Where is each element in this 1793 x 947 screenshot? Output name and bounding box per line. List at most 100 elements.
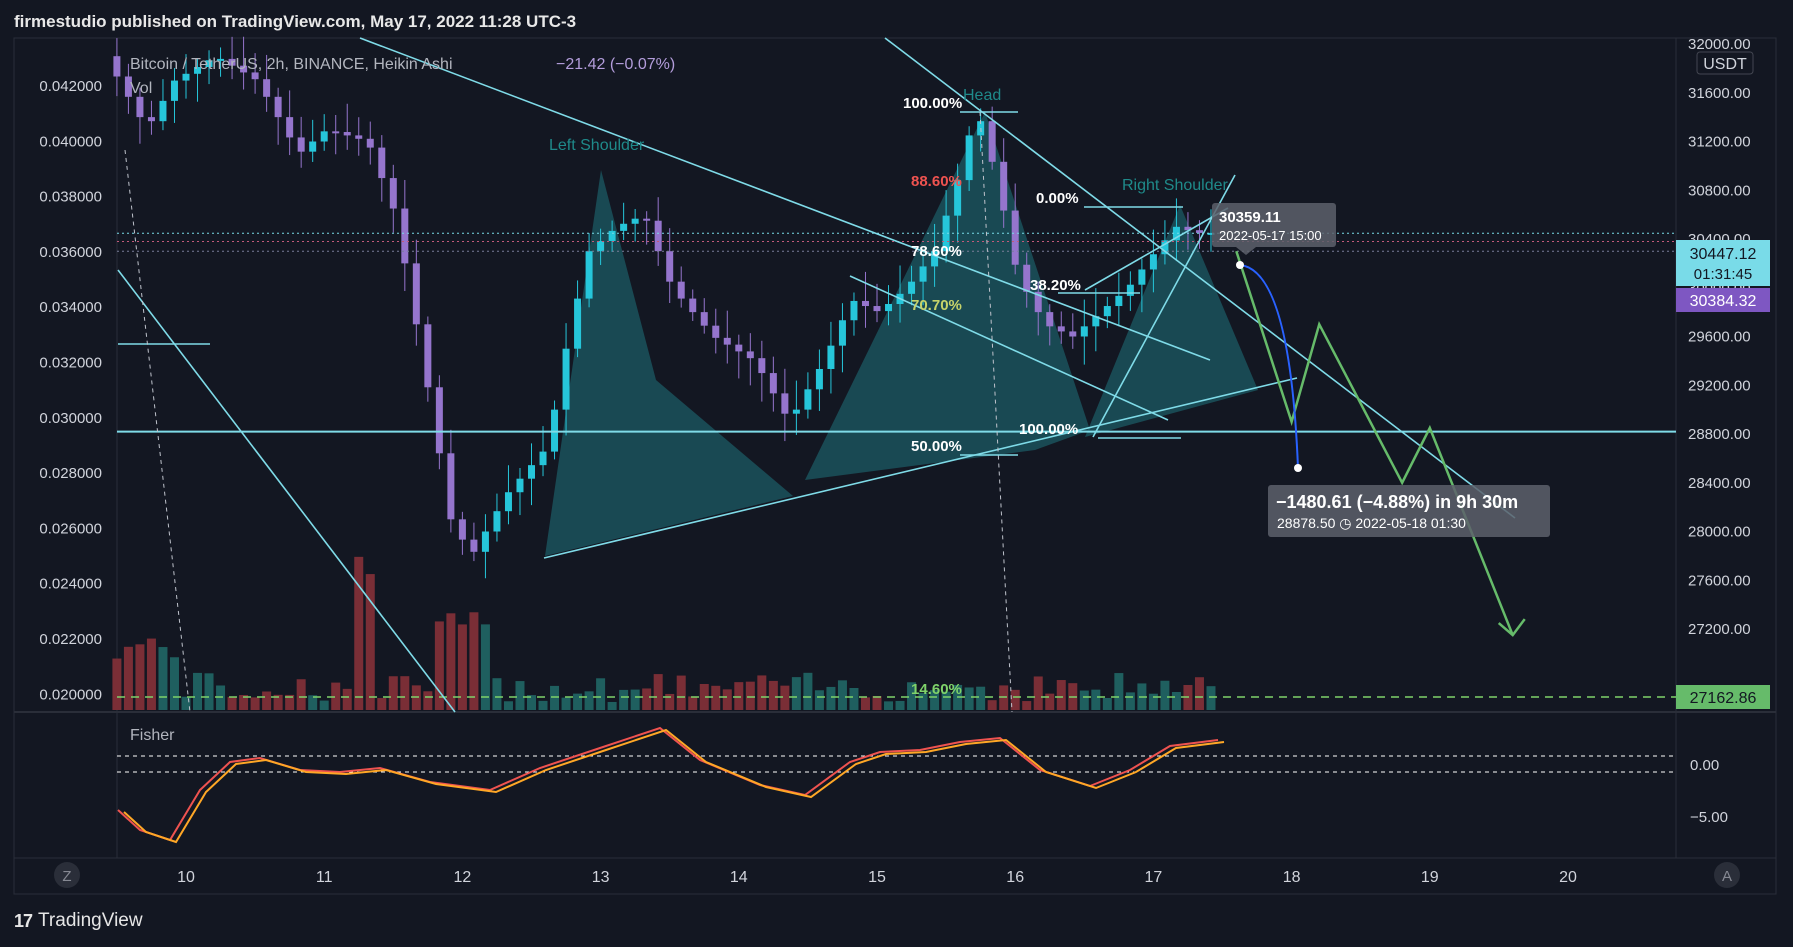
fib-786: 78.60% (911, 243, 962, 260)
volume-bar (527, 695, 536, 710)
volume-bar (469, 612, 479, 710)
legend-vol: Vol (130, 80, 152, 97)
chart-canvas[interactable]: 0.042000 0.040000 0.038000 0.036000 0.034000… (0, 0, 1793, 900)
candle-body (539, 451, 547, 466)
volume-bar (941, 691, 951, 710)
candle-body (1023, 264, 1031, 292)
volume-bar (711, 685, 721, 710)
volume-bar (757, 675, 767, 710)
candle-body (815, 369, 823, 390)
volume-bar (619, 689, 629, 710)
candle-body (1103, 306, 1111, 317)
right-shoulder-area (1085, 205, 1258, 437)
candle-body (343, 132, 351, 136)
candle-body (712, 325, 720, 338)
volume-bar (112, 658, 122, 710)
volume-bar (930, 690, 940, 710)
tooltip-date: 2022-05-17 15:00 (1219, 228, 1322, 243)
candle-body (931, 251, 939, 267)
candle-body (309, 141, 317, 152)
volume-bar (837, 680, 847, 710)
volume-bar (135, 644, 145, 710)
volume-bar (596, 678, 606, 710)
volume-bar (296, 679, 306, 710)
x-tick-12: 12 (454, 869, 472, 886)
volume-bar (676, 675, 686, 710)
volume-bar (745, 681, 755, 710)
volume-bar (1033, 676, 1043, 710)
candle-body (954, 180, 962, 216)
right-tick-11: 27600.00 (1688, 572, 1751, 589)
trend-lines (117, 37, 1676, 713)
auto-scale-button[interactable] (1714, 862, 1740, 888)
chart-labels: 0.042000 0.040000 0.038000 0.036000 0.034000… (39, 36, 1750, 886)
candles (113, 36, 1215, 579)
footer-brand[interactable]: 17 TradingView (14, 910, 143, 932)
prev-price-tag: 30384.32 (1676, 288, 1770, 312)
volume-bar (158, 647, 168, 710)
head-label: Head (963, 87, 1001, 104)
candle-body (516, 478, 524, 493)
candle-body (240, 65, 248, 73)
projection-path (1235, 250, 1514, 636)
candle-body (389, 178, 397, 209)
volume-bar (1022, 701, 1032, 710)
left-shoulder-label: Left Shoulder (549, 137, 645, 154)
candle-body (366, 138, 374, 148)
left-tick-6: 0.030000 (39, 410, 102, 427)
left-tick-8: 0.026000 (39, 520, 102, 537)
x-tick-10: 10 (177, 869, 195, 886)
zoom-reset-label: Z (62, 868, 71, 885)
candle-body (136, 96, 144, 118)
candle-body (458, 519, 466, 540)
volume-bar (146, 638, 156, 710)
candle-body (251, 72, 259, 80)
volume-bar (538, 700, 548, 710)
x-tick-16: 16 (1006, 869, 1024, 886)
volume-bar (457, 624, 467, 710)
bottom-price: 27162.86 (1690, 690, 1757, 707)
volume-bar (377, 698, 387, 710)
volume-bar (653, 674, 663, 710)
volume-bar (860, 697, 870, 710)
candle-body (620, 223, 628, 231)
volume-bar (239, 695, 249, 710)
zoom-reset-button[interactable] (54, 862, 80, 888)
fisher-indicator (117, 726, 1676, 844)
candle-body (574, 298, 582, 349)
left-tick-10: 0.022000 (39, 631, 102, 648)
volume-bar (791, 677, 801, 710)
candle-body (873, 306, 881, 312)
right-tick-3: 30800.00 (1688, 182, 1751, 199)
candle-body (493, 511, 501, 532)
left-tick-4: 0.034000 (39, 299, 102, 316)
candle-body (217, 58, 225, 61)
candle-body (297, 137, 305, 152)
candle-body (608, 230, 616, 242)
volume-bar (699, 683, 709, 710)
candle-body (942, 215, 950, 252)
right-tick-0: 32000.00 (1688, 36, 1751, 53)
fib2-100: 100.00% (1019, 421, 1078, 438)
candle-body (504, 492, 512, 512)
fib-100: 100.00% (903, 95, 962, 112)
volume-bar (607, 701, 617, 710)
volume-bar (1079, 690, 1089, 710)
candle-body (435, 387, 443, 454)
volume-bar (872, 695, 882, 710)
candle-body (1092, 316, 1100, 327)
candle-body (908, 281, 916, 294)
bottom-price-tag: 27162.86 (1676, 685, 1770, 709)
candle-body (666, 251, 674, 282)
x-tick-19: 19 (1421, 869, 1439, 886)
right-tick-7: 29200.00 (1688, 377, 1751, 394)
left-tick-1: 0.040000 (39, 133, 102, 150)
target-main-text: −1480.61 (−4.88%) in 9h 30m (1276, 492, 1518, 512)
head-area (805, 112, 1090, 480)
volume-bar (826, 686, 836, 710)
neckline (543, 377, 1298, 559)
candle-body (965, 135, 973, 181)
candle-body (1080, 326, 1088, 337)
volume-bar (987, 700, 997, 710)
x-tick-14: 14 (730, 869, 748, 886)
